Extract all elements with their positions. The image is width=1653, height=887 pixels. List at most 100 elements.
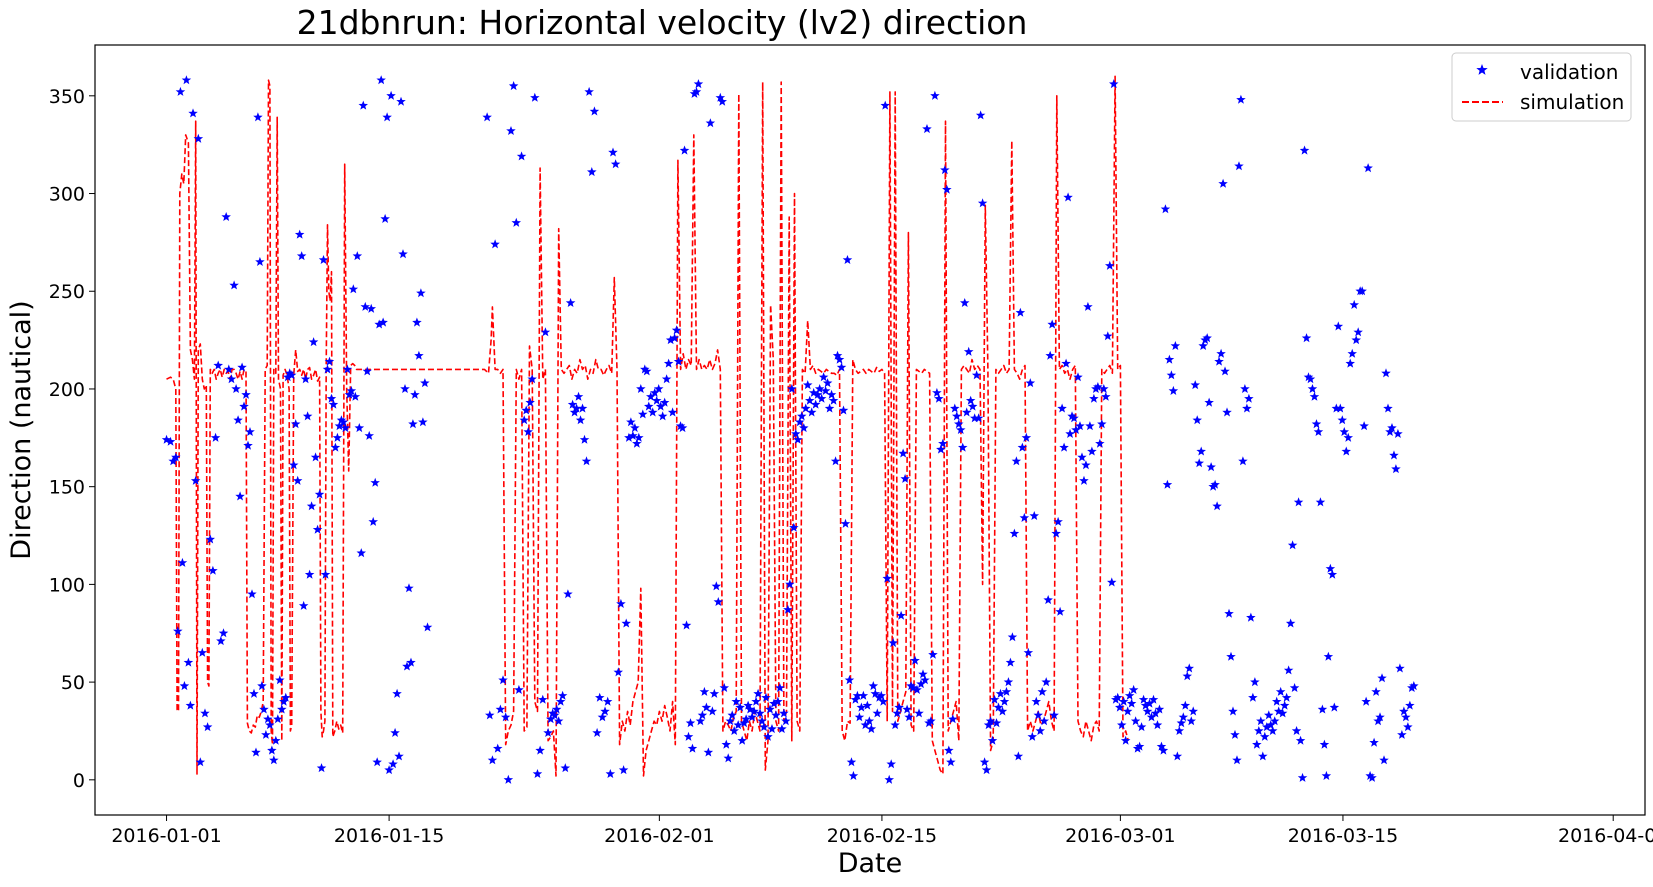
validation-point: [1011, 456, 1022, 466]
validation-point: [1311, 419, 1322, 429]
validation-point: [257, 681, 267, 691]
validation-point: [318, 255, 329, 264]
validation-point: [1391, 464, 1401, 474]
validation-point: [597, 712, 608, 722]
validation-point: [281, 692, 291, 702]
validation-point: [1182, 671, 1192, 681]
validation-point: [942, 184, 952, 194]
validation-point: [826, 389, 837, 399]
validation-point: [1065, 428, 1075, 438]
validation-point: [1202, 333, 1212, 343]
validation-point: [394, 751, 404, 761]
validation-point: [1283, 665, 1294, 675]
validation-point: [721, 739, 731, 749]
validation-point: [495, 704, 506, 714]
validation-point: [1365, 770, 1375, 780]
legend-box: [1451, 52, 1632, 122]
validation-point: [787, 384, 797, 393]
validation-point: [1345, 358, 1355, 368]
validation-point: [1329, 702, 1340, 712]
validation-point: [699, 686, 710, 696]
validation-point: [224, 364, 234, 374]
validation-point: [733, 720, 743, 730]
validation-point: [1273, 706, 1284, 716]
validation-point: [1281, 692, 1292, 702]
validation-point: [251, 747, 261, 757]
validation-point: [657, 411, 668, 421]
validation-point: [221, 212, 231, 221]
validation-point: [388, 759, 398, 769]
x-tick-label: 2016-03-15: [1288, 825, 1398, 847]
validation-point: [667, 407, 678, 417]
validation-point: [1158, 745, 1169, 755]
y-tick-label: 250: [49, 281, 85, 303]
validation-point: [202, 722, 213, 732]
validation-point: [1192, 415, 1202, 425]
validation-point: [1230, 729, 1240, 739]
validation-point: [1305, 374, 1316, 384]
validation-point: [571, 403, 582, 413]
validation-point: [404, 583, 414, 593]
validation-point: [216, 636, 226, 646]
validation-point: [1222, 407, 1232, 417]
validation-point: [1144, 698, 1155, 708]
validation-point: [508, 81, 519, 91]
validation-point: [783, 604, 793, 614]
validation-point: [1289, 683, 1300, 692]
validation-point: [852, 690, 863, 700]
validation-point: [165, 436, 176, 446]
validation-point: [944, 745, 954, 755]
legend-validation-label: validation: [1520, 60, 1618, 84]
validation-point: [1315, 497, 1326, 507]
validation-point: [626, 417, 636, 427]
y-tick-label: 200: [49, 379, 85, 401]
validation-point: [1120, 735, 1131, 745]
validation-point: [310, 452, 321, 462]
validation-point: [838, 405, 849, 415]
validation-point: [1327, 569, 1338, 579]
validation-point: [1142, 706, 1153, 716]
validation-point: [1156, 741, 1167, 751]
validation-point: [1405, 700, 1415, 710]
validation-point: [952, 411, 962, 421]
validation-point: [987, 735, 998, 745]
validation-point: [1148, 694, 1159, 704]
validation-point: [936, 444, 946, 454]
validation-point: [265, 720, 275, 730]
validation-point: [1083, 301, 1093, 311]
validation-point: [751, 696, 761, 706]
validation-point: [671, 325, 682, 335]
validation-point: [969, 413, 980, 423]
legend-validation-marker: [1476, 64, 1488, 75]
validation-point: [1188, 706, 1198, 716]
validation-point: [981, 765, 992, 775]
validation-point: [332, 432, 343, 442]
validation-point: [1007, 632, 1018, 642]
validation-point: [210, 432, 221, 442]
validation-point: [546, 714, 556, 724]
validation-point: [1397, 729, 1407, 739]
validation-point: [862, 700, 873, 710]
validation-point: [322, 364, 333, 374]
validation-point: [1067, 411, 1077, 421]
validation-point: [703, 747, 714, 757]
validation-point: [235, 491, 245, 501]
validation-point: [1049, 710, 1059, 720]
validation-point: [918, 669, 928, 679]
validation-point: [498, 675, 508, 685]
validation-point: [1113, 692, 1123, 702]
validation-point: [785, 579, 795, 589]
validation-point: [628, 430, 638, 440]
validation-point: [848, 770, 859, 780]
validation-point: [1128, 684, 1139, 694]
validation-point: [1234, 161, 1244, 171]
validation-point: [793, 434, 803, 444]
validation-point: [1162, 479, 1173, 489]
validation-point: [551, 704, 562, 714]
validation-point: [185, 700, 196, 710]
validation-point: [818, 372, 829, 382]
validation-point: [378, 317, 388, 327]
validation-point: [1081, 460, 1091, 470]
validation-point: [1387, 423, 1397, 433]
validation-point: [1166, 370, 1177, 380]
